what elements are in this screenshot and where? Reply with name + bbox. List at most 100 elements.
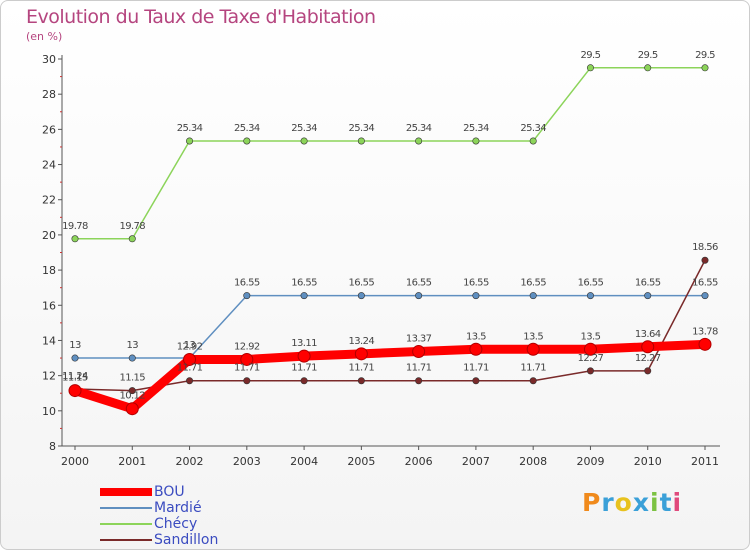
data-point-bou	[125, 402, 139, 416]
data-point-sandillon	[586, 367, 594, 375]
data-point-chcy	[243, 137, 251, 145]
logo-letter: i	[672, 488, 683, 517]
data-label: 13.37	[406, 334, 432, 345]
y-tick-label: 20	[42, 229, 56, 242]
data-label: 10.12	[119, 391, 145, 402]
data-label: 13.64	[635, 329, 661, 340]
y-tick-label: 30	[42, 53, 56, 66]
y-tick-label: 8	[49, 440, 56, 453]
data-point-bou	[641, 340, 655, 354]
data-point-chcy	[644, 64, 652, 72]
data-label: 19.78	[62, 221, 88, 232]
y-tick-label: 10	[42, 405, 56, 418]
data-label: 16.55	[234, 278, 260, 289]
data-label: 16.55	[291, 278, 317, 289]
data-point-sandillon	[529, 377, 537, 385]
data-point-bou	[526, 342, 540, 356]
y-tick-label: 28	[42, 88, 56, 101]
data-label: 16.55	[578, 278, 604, 289]
x-tick-label: 2000	[61, 455, 89, 468]
data-point-bou	[68, 384, 82, 398]
data-point-chcy	[701, 64, 709, 72]
legend-swatch-sandillon	[100, 539, 152, 541]
data-point-chcy	[300, 137, 308, 145]
data-label: 13	[184, 340, 196, 351]
data-label: 12.27	[635, 353, 661, 364]
data-point-chcy	[529, 137, 537, 145]
data-point-sandillon	[472, 377, 480, 385]
data-point-bou	[240, 352, 254, 366]
x-tick-label: 2009	[576, 455, 604, 468]
data-label: 25.34	[463, 123, 489, 134]
data-label: 12.92	[177, 341, 203, 352]
legend-swatch-mardie	[100, 507, 152, 509]
x-tick-label: 2004	[290, 455, 318, 468]
data-point-mardi	[701, 292, 709, 300]
data-point-sandillon	[128, 387, 136, 395]
data-label: 13	[127, 340, 139, 351]
data-label: 25.34	[234, 123, 260, 134]
x-tick-label: 2006	[405, 455, 433, 468]
data-label: 25.34	[349, 123, 375, 134]
legend-swatch-bou	[100, 488, 152, 496]
data-label: 13.24	[349, 336, 375, 347]
x-tick-label: 2002	[176, 455, 204, 468]
data-point-chcy	[586, 64, 594, 72]
logo-letter: i	[650, 488, 660, 517]
data-label: 25.34	[291, 123, 317, 134]
data-point-bou	[698, 337, 712, 351]
data-label: 11.71	[406, 363, 432, 374]
logo-letter: P	[582, 488, 602, 517]
data-label: 13.5	[466, 331, 486, 342]
y-tick-label: 26	[42, 123, 56, 136]
data-label: 11.71	[234, 363, 260, 374]
data-point-sandillon	[186, 377, 194, 385]
data-label: 13.5	[581, 331, 601, 342]
data-label: 13.11	[291, 338, 317, 349]
proxiti-logo: Proxiti	[582, 488, 682, 517]
y-tick-label: 14	[42, 334, 56, 347]
data-label: 25.34	[177, 123, 203, 134]
series-line-sandillon	[74, 259, 706, 392]
data-label: 11.15	[62, 373, 88, 384]
chart-title: Evolution du Taux de Taxe d'Habitation	[26, 6, 376, 28]
data-point-mardi	[644, 292, 652, 300]
data-point-bou	[412, 345, 426, 359]
data-label: 16.55	[349, 278, 375, 289]
data-point-mardi	[128, 354, 136, 362]
data-label: 13.5	[523, 331, 543, 342]
data-label: 29.5	[581, 50, 601, 61]
x-tick-label: 2011	[691, 455, 719, 468]
data-point-chcy	[128, 235, 136, 243]
data-point-mardi	[529, 292, 537, 300]
data-point-sandillon	[243, 377, 251, 385]
data-point-bou	[297, 349, 311, 363]
data-label: 11.71	[291, 363, 317, 374]
data-label: 13.78	[692, 326, 718, 337]
data-label: 29.5	[695, 50, 715, 61]
y-axis-unit-label: (en %)	[26, 30, 63, 43]
y-tick-label: 16	[42, 299, 56, 312]
data-label: 19.78	[119, 221, 145, 232]
y-tick-label: 18	[42, 264, 56, 277]
x-tick-label: 2008	[519, 455, 547, 468]
data-label: 29.5	[638, 50, 658, 61]
x-tick-label: 2003	[233, 455, 261, 468]
legend-label-sandillon: Sandillon	[154, 532, 219, 548]
data-point-mardi	[300, 292, 308, 300]
y-tick-label: 24	[42, 159, 56, 172]
legend-label-mardie: Mardié	[154, 500, 202, 516]
data-point-sandillon	[357, 377, 365, 385]
data-label: 16.55	[520, 278, 546, 289]
data-label: 11.71	[177, 363, 203, 374]
data-label: 11.71	[349, 363, 375, 374]
data-point-chcy	[186, 137, 194, 145]
series-line-mardi	[74, 294, 706, 359]
data-label: 25.34	[520, 123, 546, 134]
data-point-sandillon	[415, 377, 423, 385]
y-tick-label: 12	[42, 370, 56, 383]
data-point-mardi	[415, 292, 423, 300]
data-point-mardi	[586, 292, 594, 300]
